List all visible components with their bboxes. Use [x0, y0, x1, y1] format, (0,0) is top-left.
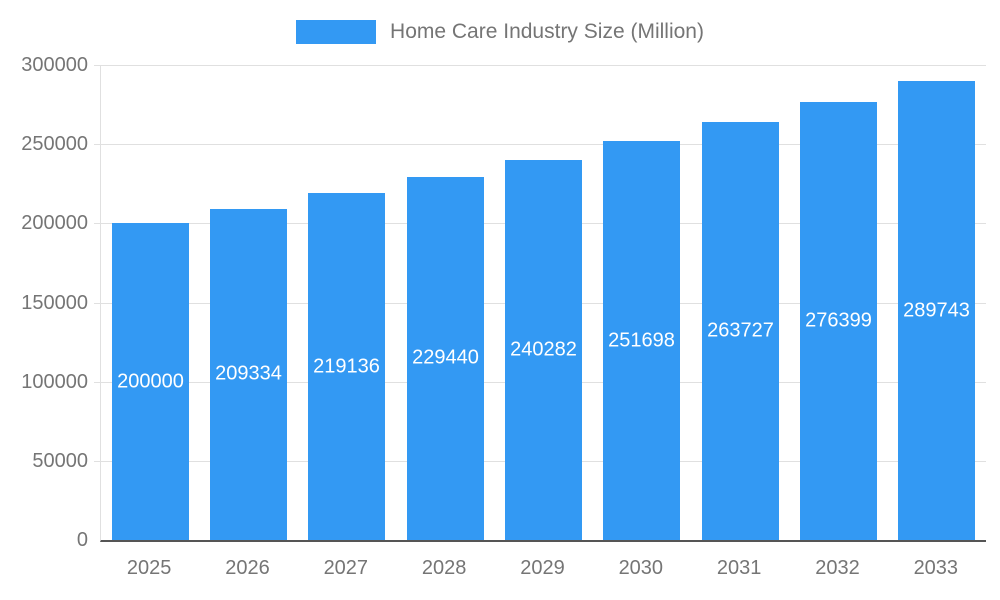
gridline: [101, 65, 986, 66]
bar-value-label: 276399: [805, 309, 872, 332]
bar-value-label: 219136: [313, 355, 380, 378]
bar-value-label: 263727: [707, 319, 774, 342]
y-axis-label: 100000: [21, 370, 88, 393]
x-axis-label: 2027: [323, 557, 369, 579]
bar: 229440: [407, 176, 484, 540]
bar-value-label: 240282: [510, 338, 577, 361]
bar-value-label: 289743: [903, 299, 970, 322]
bar: 240282: [505, 159, 582, 540]
bar-value-label: 209334: [215, 362, 282, 385]
y-axis-label: 50000: [32, 449, 88, 472]
legend-swatch-icon: [296, 20, 377, 44]
y-axis-tick: [94, 460, 101, 462]
y-axis-label: 0: [76, 529, 88, 551]
bar: 251698: [603, 141, 680, 540]
x-axis-label: 2031: [716, 557, 762, 579]
x-axis-label: 2026: [225, 557, 270, 579]
y-axis-tick: [94, 302, 101, 304]
chart-legend: Home Care Industry Size (Million): [0, 20, 1000, 44]
bar: 219136: [308, 193, 385, 540]
y-axis-tick: [94, 144, 101, 146]
bar: 200000: [112, 223, 189, 540]
x-axis-label: 2025: [126, 557, 172, 579]
bar: 263727: [702, 122, 779, 540]
y-axis-tick: [94, 381, 101, 383]
y-axis-label: 200000: [21, 212, 88, 235]
y-axis-label: 300000: [21, 54, 88, 76]
x-axis-label: 2029: [520, 557, 565, 579]
y-axis-tick: [94, 223, 101, 225]
x-axis-label: 2033: [913, 557, 959, 579]
bar: 276399: [800, 102, 877, 540]
bar-value-label: 229440: [412, 346, 479, 369]
y-axis-label: 150000: [21, 291, 88, 314]
x-axis-label: 2030: [618, 557, 664, 579]
x-axis-label: 2032: [815, 557, 860, 579]
x-axis-label: 2028: [421, 557, 467, 579]
bar-value-label: 251698: [608, 329, 675, 352]
gridline: [101, 144, 986, 146]
plot-area: 200000 209334 219136 229440 240282 251698 2637…: [94, 65, 986, 542]
bar: 289743: [898, 81, 975, 540]
y-axis-label: 250000: [21, 133, 88, 156]
legend-label: Home Care Industry Size (Million): [390, 20, 704, 43]
bar: 209334: [210, 208, 287, 540]
bar-value-label: 200000: [117, 370, 184, 393]
y-axis-tick: [94, 65, 101, 66]
